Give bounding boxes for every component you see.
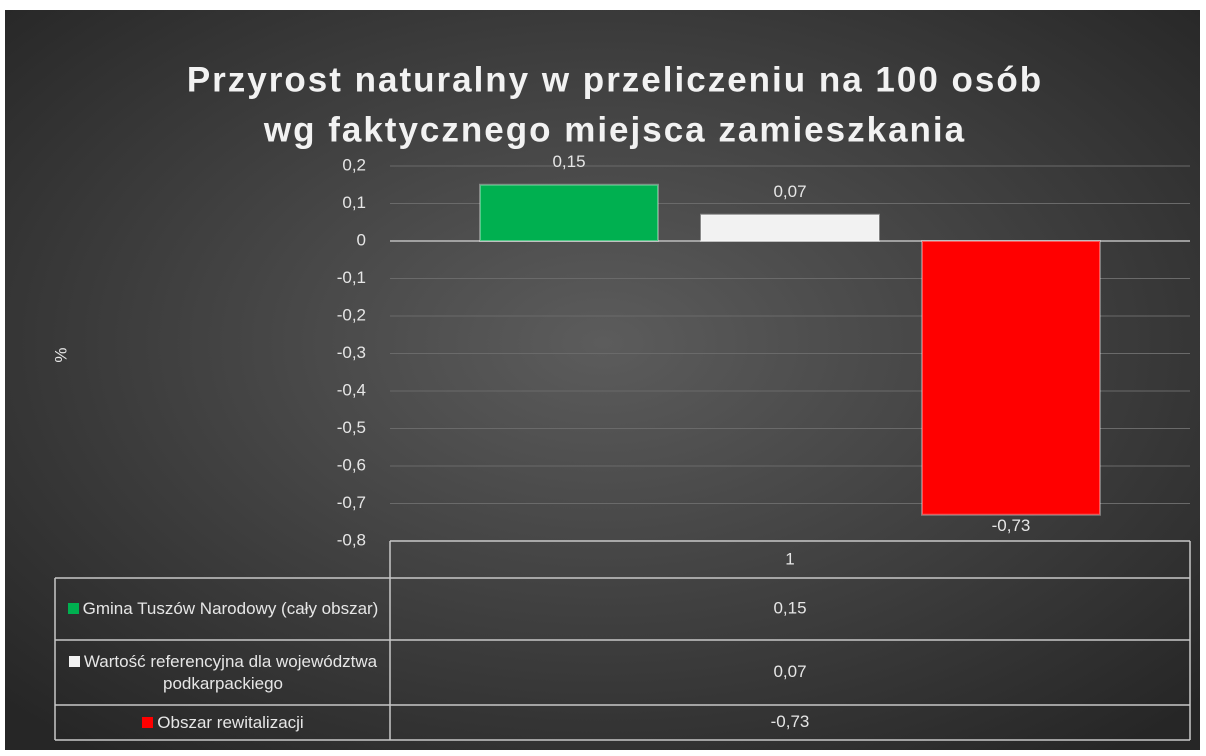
legend-label: Wartość referencyjna dla województwa pod… (83, 651, 378, 693)
y-axis-label: % (51, 347, 70, 362)
data-label: 0,07 (773, 182, 806, 201)
y-tick-label: -0,7 (337, 493, 366, 512)
table-series-cell: Wartość referencyjna dla województwa pod… (58, 640, 388, 705)
y-tick-label: 0,2 (342, 155, 366, 174)
bar (700, 213, 880, 242)
legend-key (67, 603, 79, 614)
y-tick-label: 0 (357, 230, 366, 249)
data-label: -0,73 (992, 516, 1031, 535)
y-tick-label: -0,4 (337, 380, 366, 399)
legend-label: Gmina Tuszów Narodowy (cały obszar) (82, 599, 379, 618)
data-label: 0,15 (552, 152, 585, 171)
y-tick-label: 0,1 (342, 193, 366, 212)
y-tick-label: -0,8 (337, 530, 366, 549)
y-tick-label: -0,2 (337, 305, 366, 324)
bar (921, 240, 1101, 516)
legend-label: Obszar rewitalizacji (157, 712, 304, 732)
table-value: 0,07 (773, 662, 806, 681)
legend-entry: Obszar rewitalizacji (142, 712, 304, 734)
y-tick-label: -0,6 (337, 455, 366, 474)
y-tick-label: -0,3 (337, 343, 366, 362)
legend-key (142, 716, 154, 728)
legend-key (68, 655, 80, 667)
bar (479, 183, 659, 242)
y-tick-label: -0,5 (337, 418, 366, 437)
table-series-cell: Obszar rewitalizacji (58, 705, 388, 740)
chart-subtitle: wg faktycznego miejsca zamieszkania (263, 110, 966, 149)
table-value: 0,15 (773, 598, 806, 617)
table-series-cell: Gmina Tuszów Narodowy (cały obszar) (58, 578, 388, 640)
chart-title: Przyrost naturalny w przeliczeniu na 100… (187, 60, 1043, 99)
x-tick-label: 1 (785, 549, 794, 568)
table-value: -0,73 (771, 712, 810, 731)
legend-entry: Wartość referencyjna dla województwa pod… (58, 651, 388, 695)
y-tick-label: -0,1 (337, 268, 366, 287)
legend-entry: Gmina Tuszów Narodowy (cały obszar) (67, 598, 379, 620)
